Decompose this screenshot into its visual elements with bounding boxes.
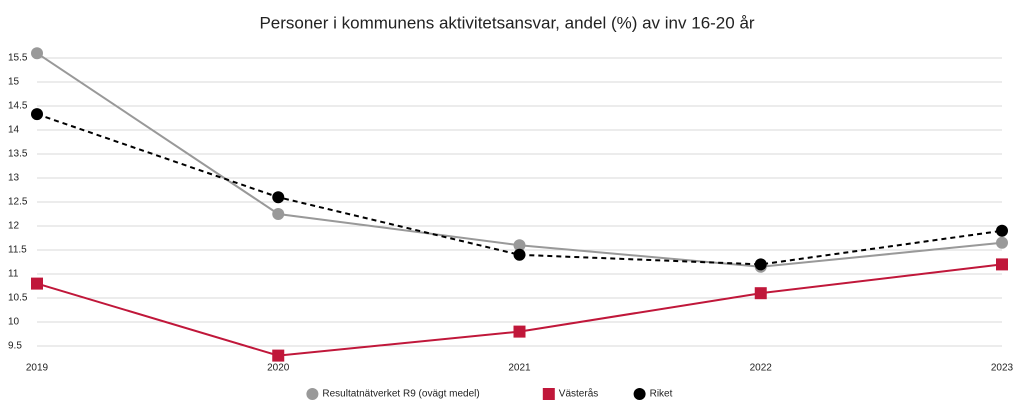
y-tick-label: 13.5 [8,149,28,160]
chart-title: Personer i kommunens aktivitetsansvar, a… [259,13,754,32]
y-tick-label: 15 [8,77,20,88]
data-point [272,191,285,204]
legend-label: Västerås [559,388,598,400]
x-tick-label: 2022 [750,363,773,374]
legend-marker [633,388,646,400]
y-tick-label: 14 [8,125,20,136]
data-point [754,258,767,271]
x-tick-label: 2020 [267,363,290,374]
data-point [31,47,43,60]
data-point [513,248,526,261]
y-tick-label: 12.5 [8,197,28,208]
series-line [36,263,1003,357]
data-point [31,277,43,290]
data-point [272,208,285,220]
legend-label: Riket [650,389,673,400]
y-tick-label: 9.5 [8,341,22,352]
data-point [272,349,285,362]
x-tick-label: 2019 [26,363,49,374]
data-point [513,239,526,252]
y-tick-label: 11.5 [8,245,27,256]
series-line [36,52,1003,268]
legend-label: Resultatnätverket R9 (ovägt medel) [322,389,479,400]
y-tick-label: 13 [8,173,20,184]
legend-marker [306,388,319,400]
y-tick-label: 10 [8,317,20,328]
y-tick-label: 15.5 [8,53,28,64]
legend-marker [542,388,555,400]
y-tick-label: 10.5 [8,293,28,304]
data-point [996,258,1008,271]
data-point [754,287,767,300]
data-point [31,108,43,121]
x-tick-label: 2023 [991,363,1013,374]
y-tick-label: 11 [8,269,19,280]
y-tick-label: 14.5 [8,101,28,112]
data-point [996,224,1008,237]
x-tick-label: 2021 [508,363,531,374]
y-tick-label: 12 [8,221,20,232]
data-point [996,236,1008,249]
data-point [513,325,526,338]
